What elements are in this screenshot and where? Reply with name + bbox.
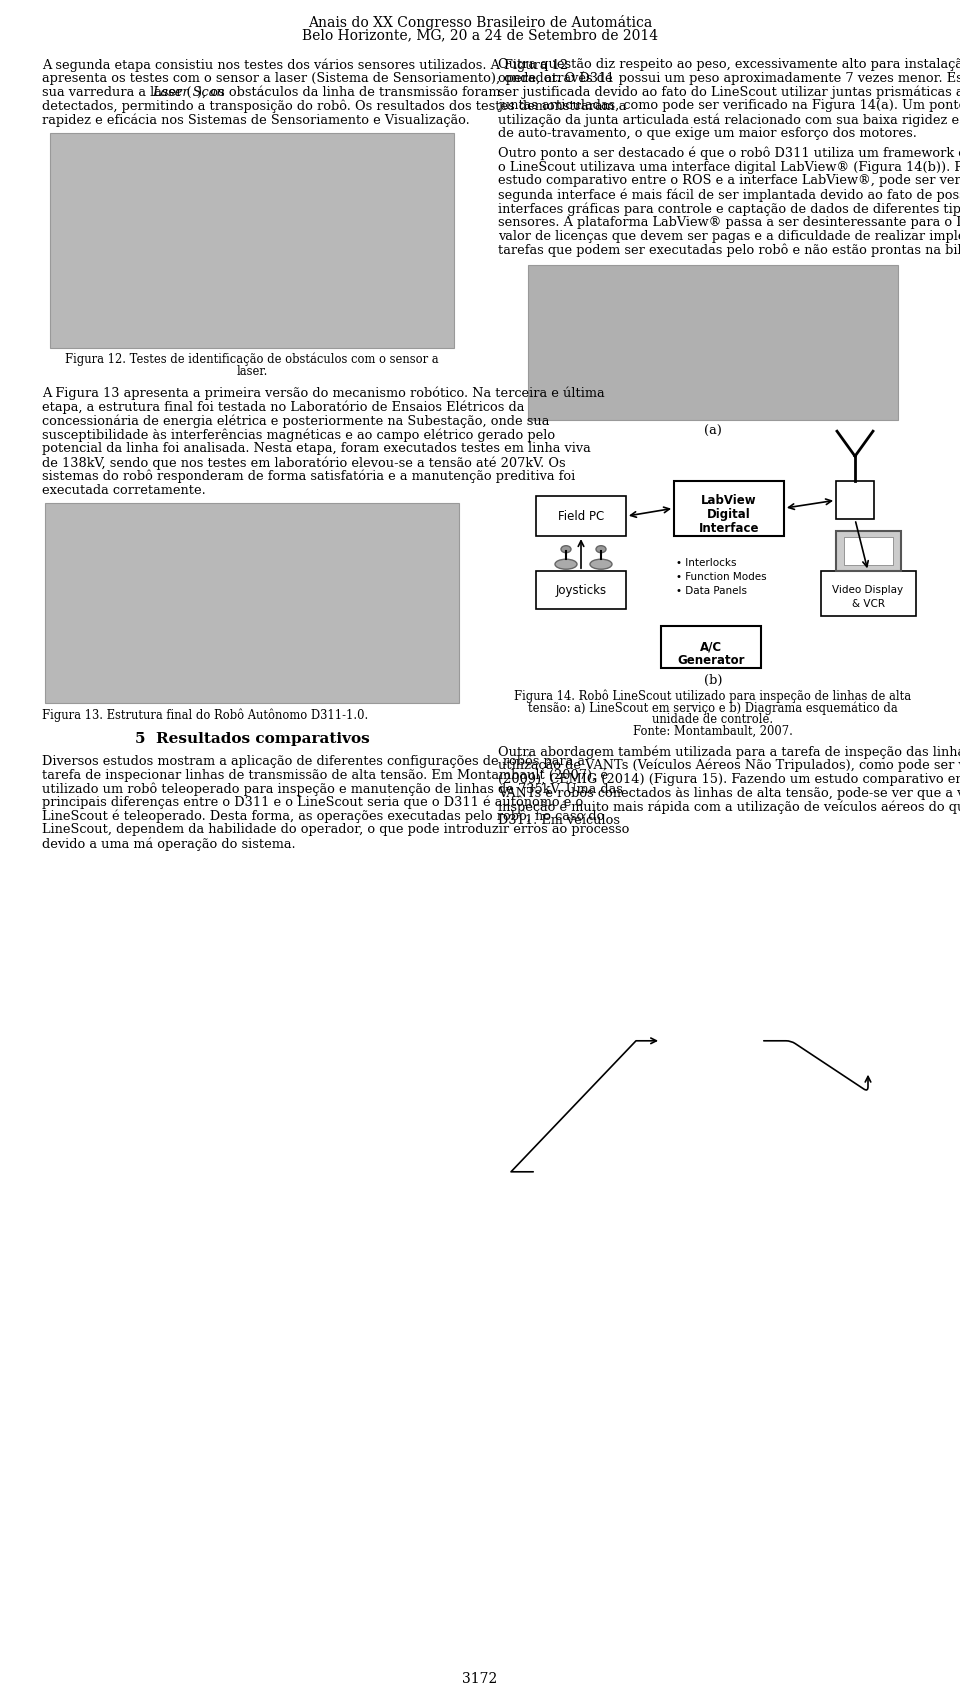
Text: VANTs e robôs conectados às linhas de alta tensão, pode-se ver que a velocidade : VANTs e robôs conectados às linhas de al… xyxy=(498,787,960,800)
Text: Outra abordagem também utilizada para a tarefa de inspeção das linhas de transmi: Outra abordagem também utilizada para a … xyxy=(498,744,960,758)
Bar xyxy=(661,626,761,668)
Bar xyxy=(844,537,893,565)
Text: Belo Horizonte, MG, 20 a 24 de Setembro de 2014: Belo Horizonte, MG, 20 a 24 de Setembro … xyxy=(302,29,658,42)
Text: & VCR: & VCR xyxy=(852,599,884,609)
Text: tensão: a) LineScout em serviço e b) Diagrama esquemático da: tensão: a) LineScout em serviço e b) Dia… xyxy=(528,701,898,714)
Text: 3172: 3172 xyxy=(463,1673,497,1686)
Text: detectados, permitindo a transposição do robô. Os resultados dos testes demonstr: detectados, permitindo a transposição do… xyxy=(42,100,626,113)
Bar xyxy=(836,481,874,520)
Text: Video Display: Video Display xyxy=(832,586,903,596)
Text: Outra questão diz respeito ao peso, excessivamente alto para instalação manual p: Outra questão diz respeito ao peso, exce… xyxy=(498,57,960,71)
Ellipse shape xyxy=(555,559,577,569)
Text: • Data Panels: • Data Panels xyxy=(676,586,747,596)
Text: concessionária de energia elétrica e posteriormente na Subestação, onde sua: concessionária de energia elétrica e pos… xyxy=(42,415,549,429)
Text: rapidez e eficácia nos Sistemas de Sensoriamento e Visualização.: rapidez e eficácia nos Sistemas de Senso… xyxy=(42,113,469,127)
Text: ), os obstáculos da linha de transmissão foram: ), os obstáculos da linha de transmissão… xyxy=(197,86,500,98)
Ellipse shape xyxy=(596,545,606,552)
Text: utilizado um robô teleoperado para inspeção e manutenção de linhas de 735kV. Uma: utilizado um robô teleoperado para inspe… xyxy=(42,782,623,795)
Text: sua varredura a laser (: sua varredura a laser ( xyxy=(42,86,192,98)
Text: Digital: Digital xyxy=(708,508,751,522)
Ellipse shape xyxy=(561,545,571,552)
Text: potencial da linha foi analisada. Nesta etapa, foram executados testes em linha : potencial da linha foi analisada. Nesta … xyxy=(42,442,590,456)
Text: A/C: A/C xyxy=(700,640,722,653)
Text: A segunda etapa consistiu nos testes dos vários sensores utilizados. A Figura 12: A segunda etapa consistiu nos testes dos… xyxy=(42,57,568,71)
Text: LineScout, dependem da habilidade do operador, o que pode introduzir erros ao pr: LineScout, dependem da habilidade do ope… xyxy=(42,824,630,836)
Ellipse shape xyxy=(590,559,612,569)
Text: juntas articuladas, como pode ser verificado na Figura 14(a). Um ponto negativo : juntas articuladas, como pode ser verifi… xyxy=(498,100,960,113)
Text: de auto-travamento, o que exige um maior esforço dos motores.: de auto-travamento, o que exige um maior… xyxy=(498,127,917,140)
Text: inspeção é muito mais rápida com a utilização de veículos aéreos do que em robôs: inspeção é muito mais rápida com a utili… xyxy=(498,800,960,814)
Text: Fonte: Montambault, 2007.: Fonte: Montambault, 2007. xyxy=(633,726,793,738)
Text: Figura 12. Testes de identificação de obstáculos com o sensor a: Figura 12. Testes de identificação de ob… xyxy=(65,353,439,366)
Bar xyxy=(50,133,454,348)
Text: Anais do XX Congresso Brasileiro de Automática: Anais do XX Congresso Brasileiro de Auto… xyxy=(308,15,652,30)
Bar xyxy=(821,571,916,616)
Text: o LineScout utilizava uma interface digital LabView® (Figura 14(b)). Realizando : o LineScout utilizava uma interface digi… xyxy=(498,160,960,174)
Text: sensores. A plataforma LabView® passa a ser desinteressante para o D311 devido a: sensores. A plataforma LabView® passa a … xyxy=(498,216,960,230)
Text: • Function Modes: • Function Modes xyxy=(676,572,767,582)
Text: • Interlocks: • Interlocks xyxy=(676,559,736,569)
Text: Joysticks: Joysticks xyxy=(556,584,607,596)
Text: (2009), CEMIG (2014) (Figura 15). Fazendo um estudo comparativo entre a utilizaç: (2009), CEMIG (2014) (Figura 15). Fazend… xyxy=(498,773,960,787)
Text: Diversos estudos mostram a aplicação de diferentes configurações de robôs para a: Diversos estudos mostram a aplicação de … xyxy=(42,755,585,768)
Text: operador. O D311 possui um peso aproximadamente 7 vezes menor. Essa característi: operador. O D311 possui um peso aproxima… xyxy=(498,73,960,86)
Text: Generator: Generator xyxy=(677,655,745,667)
Bar xyxy=(45,503,459,704)
Text: executada corretamente.: executada corretamente. xyxy=(42,483,205,496)
Text: Figura 13. Estrutura final do Robô Autônomo D311-1.0.: Figura 13. Estrutura final do Robô Autôn… xyxy=(42,709,369,722)
Bar xyxy=(836,532,901,571)
Text: ser justificada devido ao fato do LineScout utilizar juntas prismáticas ao invés: ser justificada devido ao fato do LineSc… xyxy=(498,86,960,100)
Text: utilização da junta articulada está relacionado com sua baixa rigidez e a inexis: utilização da junta articulada está rela… xyxy=(498,113,960,127)
Text: A Figura 13 apresenta a primeira versão do mecanismo robótico. Na terceira e últ: A Figura 13 apresenta a primeira versão … xyxy=(42,387,605,400)
Bar xyxy=(674,481,784,537)
Bar xyxy=(528,265,898,420)
Text: apresenta os testes com o sensor a laser (Sistema de Sensoriamento), onde, atrav: apresenta os testes com o sensor a laser… xyxy=(42,73,612,86)
Text: Field PC: Field PC xyxy=(558,510,604,523)
Text: (a): (a) xyxy=(704,425,722,439)
Text: etapa, a estrutura final foi testada no Laboratório de Ensaios Elétricos da: etapa, a estrutura final foi testada no … xyxy=(42,400,524,414)
Text: Laser Scan: Laser Scan xyxy=(152,86,225,98)
Bar xyxy=(536,496,626,537)
Text: Interface: Interface xyxy=(699,522,759,535)
Text: tarefas que podem ser executadas pelo robô e não estão prontas na biblioteca cit: tarefas que podem ser executadas pelo ro… xyxy=(498,243,960,257)
Text: LabView: LabView xyxy=(701,495,756,506)
Text: tarefa de inspecionar linhas de transmissão de alta tensão. Em Montambault (2007: tarefa de inspecionar linhas de transmis… xyxy=(42,768,608,782)
Text: valor de licenças que devem ser pagas e a dificuldade de realizar implementações: valor de licenças que devem ser pagas e … xyxy=(498,230,960,243)
Text: estudo comparativo entre o ROS e a interface LabView®, pode ser verificado que e: estudo comparativo entre o ROS e a inter… xyxy=(498,174,960,187)
Text: unidade de controle.: unidade de controle. xyxy=(653,714,774,726)
Text: susceptibilidade às interferências magnéticas e ao campo elétrico gerado pelo: susceptibilidade às interferências magné… xyxy=(42,429,555,442)
Text: de 138kV, sendo que nos testes em laboratório elevou-se a tensão até 207kV. Os: de 138kV, sendo que nos testes em labora… xyxy=(42,456,565,469)
Text: principais diferenças entre o D311 e o LineScout seria que o D311 é autônomo e o: principais diferenças entre o D311 e o L… xyxy=(42,795,584,809)
Text: devido a uma má operação do sistema.: devido a uma má operação do sistema. xyxy=(42,837,296,851)
Text: laser.: laser. xyxy=(236,365,268,378)
Text: utilização de VANTs (Veículos Aéreos Não Tripulados), como pode ser visto em Bra: utilização de VANTs (Veículos Aéreos Não… xyxy=(498,760,960,773)
Bar xyxy=(536,571,626,609)
Text: 5  Resultados comparativos: 5 Resultados comparativos xyxy=(134,733,370,746)
Text: D311. Em veículos: D311. Em veículos xyxy=(498,814,620,827)
Text: segunda interface é mais fácil de ser implantada devido ao fato de possuir bibli: segunda interface é mais fácil de ser im… xyxy=(498,187,960,201)
Text: sistemas do robô responderam de forma satisfatória e a manutenção preditiva foi: sistemas do robô responderam de forma sa… xyxy=(42,469,575,483)
Text: interfaces gráficas para controle e captação de dados de diferentes tipos de atu: interfaces gráficas para controle e capt… xyxy=(498,203,960,216)
Bar xyxy=(506,441,920,672)
Text: Figura 14. Robô LineScout utilizado para inspeção de linhas de alta: Figura 14. Robô LineScout utilizado para… xyxy=(515,689,912,702)
Text: Outro ponto a ser destacado é que o robô D311 utiliza um framework open source (: Outro ponto a ser destacado é que o robô… xyxy=(498,147,960,160)
Text: LineScout é teleoperado. Desta forma, as operações executadas pelo robô, no caso: LineScout é teleoperado. Desta forma, as… xyxy=(42,810,605,824)
Text: (b): (b) xyxy=(704,674,722,687)
